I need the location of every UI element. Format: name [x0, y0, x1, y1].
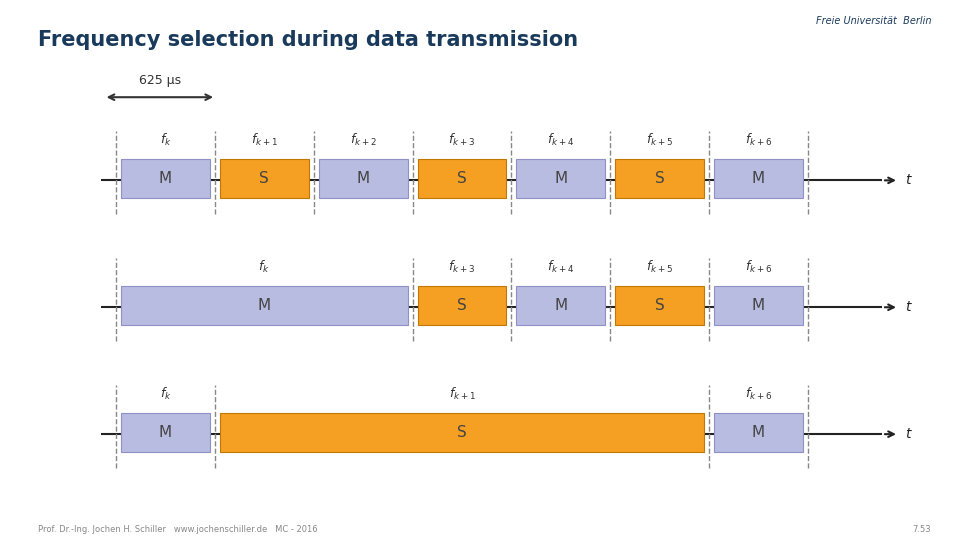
Bar [516, 286, 606, 325]
Text: S: S [457, 425, 467, 440]
Text: $f_{k+4}$: $f_{k+4}$ [547, 259, 574, 275]
Bar [714, 413, 803, 452]
Text: M: M [159, 425, 172, 440]
Text: 625 µs: 625 µs [139, 75, 180, 87]
Text: $f_k$: $f_k$ [258, 259, 270, 275]
Bar [615, 286, 704, 325]
Text: $t$: $t$ [904, 300, 913, 314]
Text: M: M [554, 171, 567, 186]
Text: Freie Universität  Berlin: Freie Universität Berlin [816, 16, 931, 26]
Text: Frequency selection during data transmission: Frequency selection during data transmis… [38, 30, 579, 50]
Text: M: M [752, 298, 765, 313]
Bar [220, 413, 704, 452]
Text: $f_{k+1}$: $f_{k+1}$ [448, 386, 475, 402]
Text: M: M [356, 171, 370, 186]
Text: S: S [655, 171, 664, 186]
Bar [319, 159, 408, 198]
Bar [220, 159, 309, 198]
Text: $f_{k+2}$: $f_{k+2}$ [349, 132, 376, 148]
Bar [714, 286, 803, 325]
Bar [714, 159, 803, 198]
Bar [121, 286, 408, 325]
Text: $f_{k+6}$: $f_{k+6}$ [745, 259, 772, 275]
Text: M: M [554, 298, 567, 313]
Bar [121, 413, 210, 452]
Text: $f_{k+5}$: $f_{k+5}$ [646, 132, 673, 148]
Text: 7.53: 7.53 [913, 524, 931, 534]
Text: $f_{k+6}$: $f_{k+6}$ [745, 386, 772, 402]
Text: $f_{k+1}$: $f_{k+1}$ [251, 132, 277, 148]
Text: M: M [159, 171, 172, 186]
Bar [418, 286, 507, 325]
Text: $f_{k+4}$: $f_{k+4}$ [547, 132, 574, 148]
Text: $f_{k+6}$: $f_{k+6}$ [745, 132, 772, 148]
Text: S: S [457, 171, 467, 186]
Text: M: M [752, 171, 765, 186]
Text: Prof. Dr.-Ing. Jochen H. Schiller   www.jochenschiller.de   MC - 2016: Prof. Dr.-Ing. Jochen H. Schiller www.jo… [38, 524, 318, 534]
Text: $f_k$: $f_k$ [159, 132, 171, 148]
Text: S: S [655, 298, 664, 313]
Text: $f_k$: $f_k$ [159, 386, 171, 402]
Text: M: M [257, 298, 271, 313]
Text: S: S [259, 171, 269, 186]
Bar [516, 159, 606, 198]
Bar [615, 159, 704, 198]
Text: $f_{k+3}$: $f_{k+3}$ [448, 259, 475, 275]
Text: S: S [457, 298, 467, 313]
Text: $f_{k+3}$: $f_{k+3}$ [448, 132, 475, 148]
Bar [418, 159, 507, 198]
Text: $f_{k+5}$: $f_{k+5}$ [646, 259, 673, 275]
Bar [121, 159, 210, 198]
Text: $t$: $t$ [904, 173, 913, 187]
Text: $t$: $t$ [904, 427, 913, 441]
Text: M: M [752, 425, 765, 440]
